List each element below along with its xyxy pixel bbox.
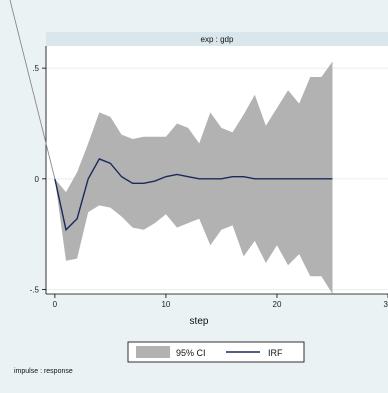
impulse-response-note: impulse : response [14,368,73,375]
x-tick-label-1: 10 [161,300,170,309]
legend-ci-label: 95% CI [176,348,206,358]
y-tick-label-0: .5 [32,64,39,73]
stray-diagonal-line [9,0,56,179]
legend: 95% CI IRF [127,341,305,363]
x-axis-title: step [190,316,209,327]
x-tick-label-3: 30 [384,300,388,309]
legend-ci-swatch [136,346,170,358]
x-axis: 0 10 20 30 [46,293,388,309]
y-tick-label-2: -.5 [30,286,40,295]
x-tick-label-2: 20 [273,300,282,309]
panel-title: exp : gdp [201,35,234,44]
y-axis: .5 0 -.5 [30,46,47,295]
legend-box [127,341,305,363]
panel-title-strip [46,32,388,46]
irf-line [54,158,333,232]
y-tick-label-1: 0 [35,175,40,184]
legend-irf-label: IRF [268,348,283,358]
x-tick-label-0: 0 [53,300,58,309]
